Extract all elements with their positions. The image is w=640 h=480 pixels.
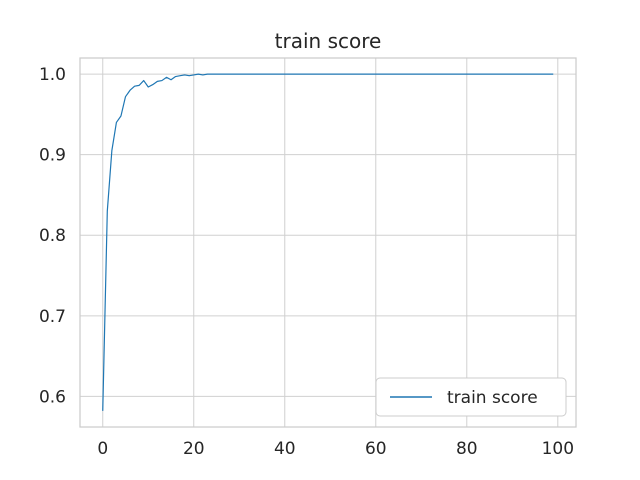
series-line-train-score bbox=[102, 73, 554, 411]
legend: train score bbox=[375, 377, 567, 417]
y-tick-label: 0.8 bbox=[39, 226, 66, 246]
axes-frame bbox=[79, 57, 577, 428]
y-tick-label: 0.6 bbox=[39, 387, 66, 407]
legend-label: train score bbox=[447, 388, 538, 408]
x-tick-label: 40 bbox=[274, 439, 296, 459]
chart-title: train score bbox=[275, 29, 382, 53]
x-tick-label: 20 bbox=[183, 439, 205, 459]
x-tick-label: 60 bbox=[365, 439, 387, 459]
y-tick-label: 0.9 bbox=[39, 146, 66, 166]
plot-area bbox=[102, 73, 554, 411]
x-tick-label: 100 bbox=[542, 439, 574, 459]
x-tick-label: 80 bbox=[456, 439, 478, 459]
y-tick-label: 1.0 bbox=[39, 65, 66, 85]
x-tick-label: 0 bbox=[97, 439, 108, 459]
y-tick-label: 0.7 bbox=[39, 307, 66, 327]
legend-box bbox=[375, 377, 567, 417]
y-axis: 0.6 0.7 0.8 0.9 1.0 bbox=[39, 65, 66, 407]
grid bbox=[80, 58, 576, 427]
x-axis: 0 20 40 60 80 100 bbox=[97, 439, 574, 459]
